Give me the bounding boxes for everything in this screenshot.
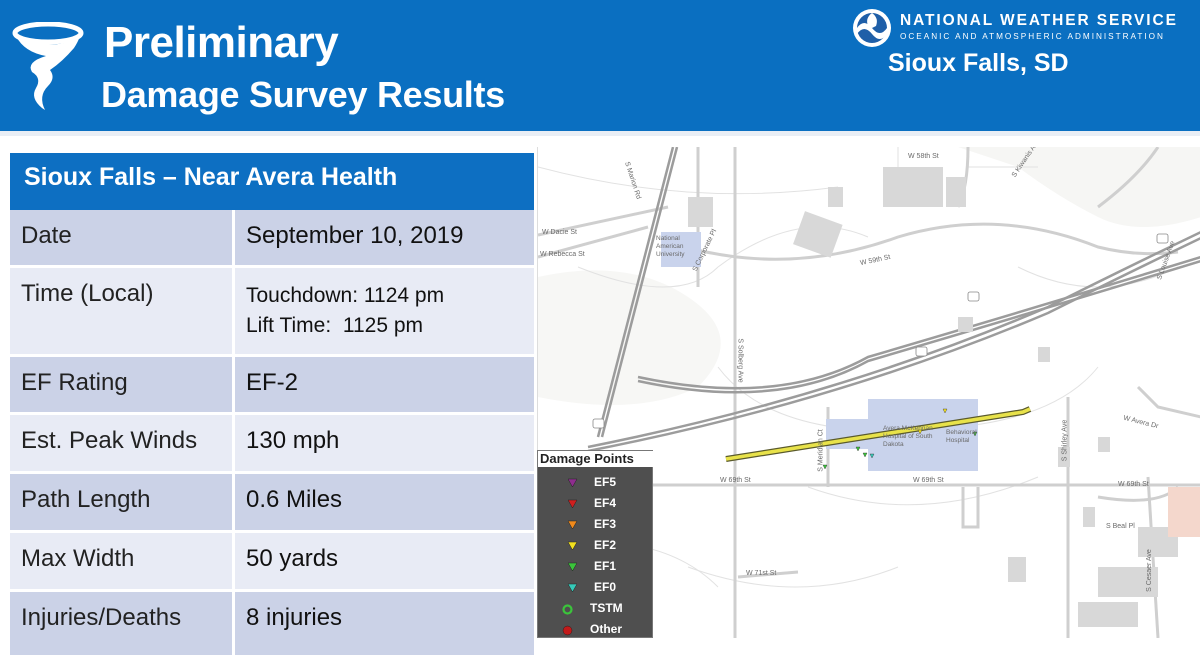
legend-label: EF1 <box>594 559 617 573</box>
legend-label: Other <box>590 622 623 636</box>
table-row-time: Time (Local) Touchdown: 1124 pm Lift Tim… <box>10 268 534 354</box>
street-label: S Beal Pl <box>1106 523 1135 530</box>
row-value: September 10, 2019 <box>235 210 534 265</box>
street-label: W 69th St <box>720 477 751 484</box>
lift-time: Lift Time: 1125 pm <box>246 314 424 337</box>
ef2-triangle-icon <box>568 541 578 551</box>
street-label: S Solberg Ave <box>736 338 744 383</box>
other-circle-icon <box>562 625 573 636</box>
survey-table: Sioux Falls – Near Avera Health Date Sep… <box>10 153 534 655</box>
legend-item-ef1: EF1 <box>538 557 654 577</box>
street-label: W Dacie St <box>542 229 578 236</box>
row-label: Est. Peak Winds <box>10 415 232 471</box>
street-label: S Cesaer Ave <box>1145 549 1153 592</box>
legend-label: EF4 <box>594 496 617 510</box>
street-label: W 69th St <box>913 477 944 484</box>
legend-label: EF0 <box>594 580 617 594</box>
office-name: Sioux Falls, SD <box>888 49 1069 77</box>
street-label: W 58th St <box>908 153 939 160</box>
legend-label: EF3 <box>594 517 617 531</box>
place-label-avera-hospital: Avera McKennan Hospital of South Dakota <box>883 425 933 448</box>
header-banner: Preliminary Damage Survey Results NATION… <box>0 0 1200 131</box>
title-line-2: Damage Survey Results <box>101 74 505 115</box>
street-label: W 69th St <box>1118 481 1149 488</box>
ef5-triangle-icon <box>568 478 578 488</box>
row-label: Path Length <box>10 474 232 530</box>
tstm-circle-icon <box>562 604 573 615</box>
header-divider <box>0 131 1200 136</box>
row-value: 50 yards <box>235 533 534 589</box>
legend-item-ef4: EF4 <box>538 494 654 514</box>
street-label: W Rebecca St <box>540 251 585 258</box>
title-line-1: Preliminary <box>104 18 339 67</box>
ef1-triangle-icon <box>568 562 578 572</box>
touchdown-time: Touchdown: 1124 pm <box>246 284 445 307</box>
ef3-triangle-icon <box>568 520 578 530</box>
tornado-icon <box>12 22 84 110</box>
legend-title: Damage Points <box>538 451 654 467</box>
legend-item-tstm: TSTM <box>538 599 654 619</box>
ef0-triangle-icon <box>568 583 578 593</box>
legend-item-ef5: EF5 <box>538 473 654 493</box>
row-value: 0.6 Miles <box>235 474 534 530</box>
legend-item-ef2: EF2 <box>538 536 654 556</box>
row-value: Touchdown: 1124 pm Lift Time: 1125 pm <box>235 268 534 354</box>
row-label: EF Rating <box>10 357 232 412</box>
legend-item-ef3: EF3 <box>538 515 654 535</box>
agency-name: NATIONAL WEATHER SERVICE <box>900 12 1178 29</box>
row-value: 130 mph <box>235 415 534 471</box>
legend-label: EF5 <box>594 475 617 489</box>
street-label: S Shirley Ave <box>1061 419 1069 462</box>
damage-points-legend: Damage Points EF5 EF4 EF3 EF2 EF1 EF0 TS… <box>537 450 654 640</box>
row-label: Time (Local) <box>10 268 232 354</box>
map-canvas <box>538 147 1200 638</box>
row-label: Max Width <box>10 533 232 589</box>
street-label: S Meridian Ct <box>817 429 825 472</box>
agency-subtitle: OCEANIC AND ATMOSPHERIC ADMINISTRATION <box>900 32 1165 41</box>
ef4-triangle-icon <box>568 499 578 509</box>
noaa-logo <box>853 9 891 47</box>
table-row-injuries: Injuries/Deaths 8 injuries <box>10 592 534 655</box>
legend-label: TSTM <box>590 601 623 615</box>
place-label-university: National American University <box>656 235 685 258</box>
legend-item-ef0: EF0 <box>538 578 654 598</box>
table-row-ef-rating: EF Rating EF-2 <box>10 357 534 412</box>
legend-item-other: Other <box>538 620 654 640</box>
row-value: EF-2 <box>235 357 534 412</box>
row-label: Date <box>10 210 232 265</box>
table-row-date: Date September 10, 2019 <box>10 210 534 265</box>
street-label: W 71st St <box>746 570 777 577</box>
row-value: 8 injuries <box>235 592 534 655</box>
table-row-path-length: Path Length 0.6 Miles <box>10 474 534 530</box>
survey-title: Sioux Falls – Near Avera Health <box>10 153 534 210</box>
table-row-peak-winds: Est. Peak Winds 130 mph <box>10 415 534 471</box>
row-label: Injuries/Deaths <box>10 592 232 655</box>
place-label-behavioral-hospital: Behavioral Hospital <box>946 429 977 444</box>
legend-label: EF2 <box>594 538 617 552</box>
table-row-max-width: Max Width 50 yards <box>10 533 534 589</box>
